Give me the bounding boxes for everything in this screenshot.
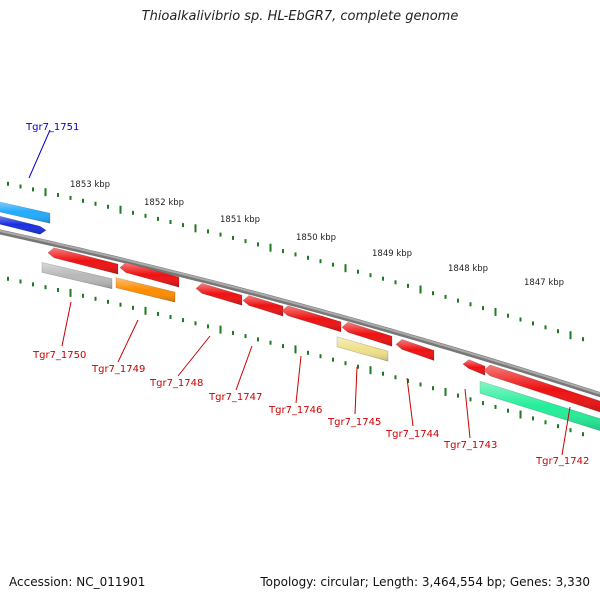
label-leader-line (235, 345, 253, 391)
label-leader-line (464, 388, 471, 439)
gene-label-Tgr7_1744[interactable]: Tgr7_1744 (385, 429, 439, 440)
accession-text: Accession: NC_011901 (9, 575, 146, 589)
gene-Tgr7_1748[interactable] (195, 283, 243, 306)
label-leader-line (61, 301, 72, 347)
gene-label-lines (28, 129, 571, 456)
gene-Tgr7_1751[interactable] (0, 201, 51, 224)
label-leader-line (28, 129, 51, 179)
genome-backbone (0, 229, 600, 398)
scale-label: 1850 kbp (296, 233, 336, 243)
genome-title: Thioalkalivibrio sp. HL-EbGR7, complete … (141, 9, 459, 24)
label-leader-line (561, 406, 571, 456)
scale-label: 1848 kbp (448, 264, 488, 274)
label-leader-line (295, 355, 302, 404)
gene-feature[interactable] (47, 247, 119, 275)
scale-label: 1851 kbp (220, 215, 260, 225)
genome-summary-text: Topology: circular; Length: 3,464,554 bp… (260, 575, 590, 589)
scale-label: 1853 kbp (70, 180, 110, 190)
label-leader-line (177, 335, 211, 377)
backbone-highlight (0, 229, 600, 395)
label-leader-line (354, 366, 358, 415)
gene-Tgr7_1744[interactable] (395, 339, 435, 361)
scale-label: 1849 kbp (372, 249, 412, 259)
gene-neighbor-forward[interactable] (0, 215, 47, 235)
gene-Tgr7_1742[interactable] (479, 380, 600, 432)
gene-label-Tgr7_1749[interactable]: Tgr7_1749 (91, 364, 145, 375)
gene-features (0, 201, 600, 432)
gene-label-Tgr7_1750[interactable]: Tgr7_1750 (32, 350, 86, 361)
label-leader-line (117, 319, 139, 363)
gene-feature[interactable] (341, 321, 393, 347)
gene-Tgr7_1743[interactable] (462, 359, 486, 376)
gene-label-Tgr7_1748[interactable]: Tgr7_1748 (149, 378, 203, 389)
gene-feature[interactable] (119, 262, 180, 288)
gene-Tgr7_1747[interactable] (242, 295, 284, 317)
gene-label-Tgr7_1742[interactable]: Tgr7_1742 (535, 456, 589, 467)
gene-label-Tgr7_1745[interactable]: Tgr7_1745 (327, 417, 381, 428)
label-leader-line (406, 377, 414, 427)
gene-label-Tgr7_1747[interactable]: Tgr7_1747 (208, 392, 262, 403)
gene-label-Tgr7_1746[interactable]: Tgr7_1746 (268, 405, 322, 416)
scale-label: 1847 kbp (524, 278, 564, 288)
scale-label: 1852 kbp (144, 198, 184, 208)
gene-label-Tgr7_1751[interactable]: Tgr7_1751 (25, 122, 79, 133)
gene-Tgr7_1749[interactable] (115, 277, 176, 303)
labels: 1853 kbp 1852 kbp 1851 kbp 1850 kbp 1849 kbp… (25, 122, 589, 467)
gene-Tgr7_1746[interactable] (281, 305, 342, 333)
gene-Tgr7_1745[interactable] (336, 336, 389, 362)
tick-marks (7, 181, 584, 437)
gene-feature[interactable] (483, 364, 600, 414)
gene-label-Tgr7_1743[interactable]: Tgr7_1743 (443, 440, 497, 451)
gene-Tgr7_1750[interactable] (41, 262, 113, 290)
